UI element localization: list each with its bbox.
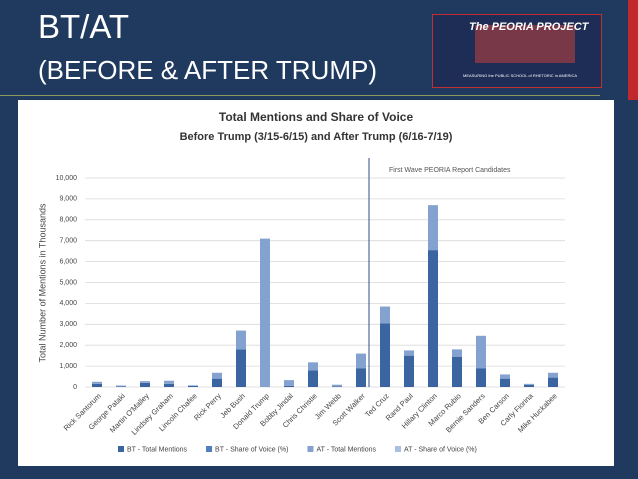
bar-segment [188, 385, 198, 387]
accent-bar [628, 0, 638, 100]
bar-segment [308, 362, 318, 371]
bar-segment [452, 349, 462, 357]
bar-segment [404, 355, 414, 387]
bar-segment [260, 238, 270, 387]
chart-title: Total Mentions and Share of Voice [219, 110, 414, 124]
legend-label: BT - Share of Voice (%) [215, 446, 288, 453]
y-tick-label: 7,000 [59, 238, 77, 245]
bar-segment [164, 383, 174, 387]
y-tick-label: 1,000 [59, 363, 77, 370]
bar-segment [380, 306, 390, 324]
legend-swatch [206, 446, 213, 452]
bar-segment [212, 378, 222, 387]
legend-label: AT - Share of Voice (%) [404, 446, 477, 453]
chart-subtitle: Before Trump (3/15-6/15) and After Trump… [180, 131, 453, 143]
bar-segment [476, 335, 486, 369]
logo-title: The PEORIA PROJECT [469, 21, 589, 33]
y-tick-label: 2,000 [59, 342, 77, 349]
bar-segment [92, 381, 102, 384]
y-tick-label: 3,000 [59, 321, 77, 328]
bar-segment [500, 378, 510, 387]
logo-map [475, 25, 575, 63]
bar-segment [500, 374, 510, 379]
y-tick-label: 6,000 [59, 258, 77, 265]
bar-segment [140, 381, 150, 383]
bar-segment [524, 384, 534, 387]
chart: Total Mentions and Share of Voice Before… [18, 100, 614, 466]
bar-segment [452, 356, 462, 387]
y-tick-label: 0 [73, 384, 77, 391]
bar-segment [140, 382, 150, 387]
bar-segment [356, 353, 366, 369]
legend-swatch [394, 446, 401, 452]
bar-segment [548, 372, 558, 378]
bar-segment [236, 349, 246, 387]
bar-segment [212, 372, 222, 379]
logo-caption: MEASURING the PUBLIC SCHOOL of RHETORIC … [463, 73, 578, 78]
legend-label: BT - Total Mentions [127, 446, 188, 453]
bar-segment [92, 383, 102, 387]
bar-segment [380, 323, 390, 387]
logo: The PEORIA PROJECT MEASURING the PUBLIC … [432, 14, 602, 88]
bar-segment [428, 205, 438, 251]
legend-label: AT - Total Mentions [316, 446, 376, 453]
legend-swatch [307, 446, 314, 452]
bar-segment [548, 377, 558, 387]
y-tick-label: 4,000 [59, 300, 77, 307]
bar-segment [164, 380, 174, 384]
bar-segment [524, 383, 534, 385]
bar-segment [356, 368, 366, 387]
y-tick-label: 10,000 [56, 175, 78, 182]
bar-segment [476, 368, 486, 387]
y-tick-label: 5,000 [59, 279, 77, 286]
bar-segment [284, 380, 294, 386]
y-tick-label: 8,000 [59, 217, 77, 224]
bar-segment [404, 350, 414, 356]
bar-segment [284, 385, 294, 387]
bar-segment [428, 250, 438, 387]
bar-segment [308, 370, 318, 387]
rule [0, 95, 600, 96]
slide-subtitle: (BEFORE & AFTER TRUMP) [38, 55, 377, 85]
y-tick-label: 9,000 [59, 196, 77, 203]
slide-title: BT/AT [38, 8, 130, 45]
bar-segment [188, 385, 198, 386]
bar-segment [332, 384, 342, 387]
annotation: First Wave PEORIA Report Candidates [389, 167, 511, 174]
y-axis-label: Total Number of Mentions in Thousands [37, 203, 47, 362]
legend-swatch [118, 446, 124, 452]
bar-segment [332, 386, 342, 387]
bar-segment [116, 385, 126, 387]
bar-segment [236, 330, 246, 350]
bar-segment [116, 386, 126, 387]
